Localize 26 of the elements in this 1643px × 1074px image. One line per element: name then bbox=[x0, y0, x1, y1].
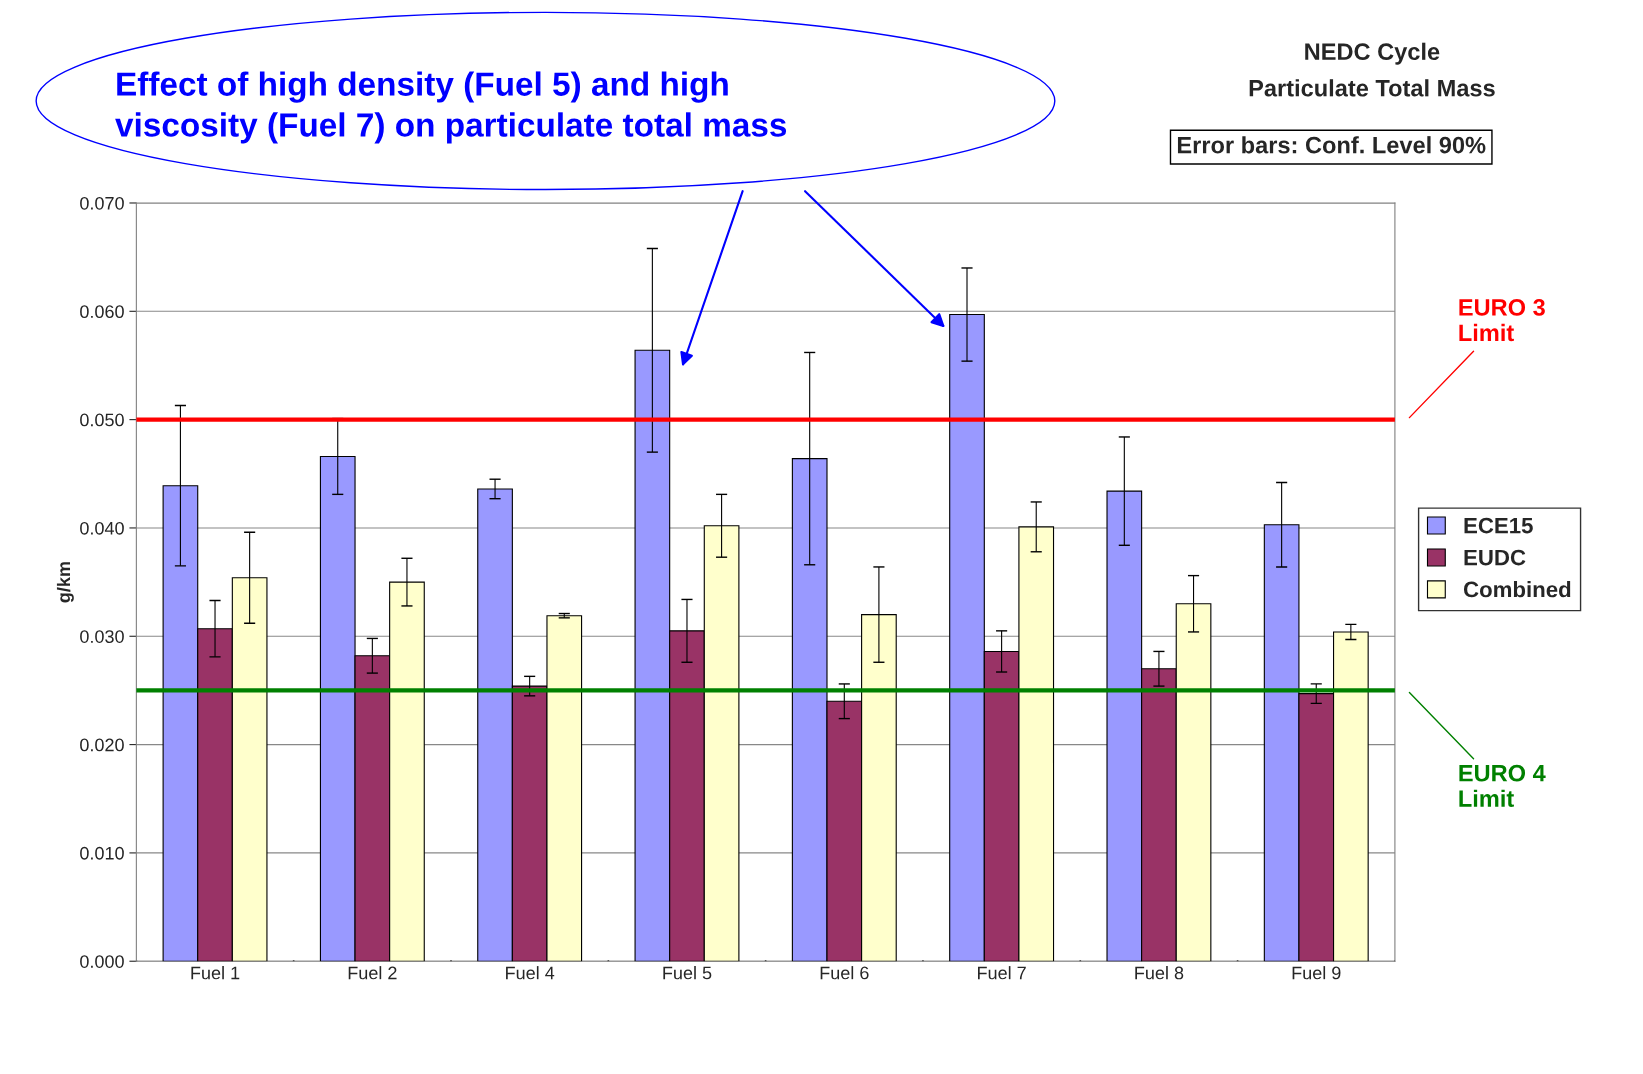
y-tick-label: 0.000 bbox=[80, 955, 124, 968]
x-tick-label: Fuel 8 bbox=[1135, 966, 1184, 980]
legend-label: Combined bbox=[1463, 581, 1571, 598]
legend-label: ECE15 bbox=[1464, 517, 1533, 534]
x-tick-label: Fuel 2 bbox=[348, 966, 397, 980]
y-tick-label: 0.050 bbox=[80, 413, 124, 427]
x-tick-label: Fuel 4 bbox=[506, 966, 555, 980]
chart-subtitle: Particulate Total Mass bbox=[1249, 79, 1495, 97]
text: Error bars: Conf. Level 90% bbox=[1177, 136, 1486, 154]
x-tick-label: Fuel 5 bbox=[663, 966, 712, 980]
x-tick-label: Fuel 9 bbox=[1292, 966, 1341, 980]
y-axis-title: g/km bbox=[56, 562, 74, 603]
x-tick-label: Fuel 7 bbox=[978, 966, 1026, 980]
y-tick-label: 0.060 bbox=[80, 305, 124, 319]
y-tick-label: 0.010 bbox=[80, 846, 124, 860]
ref-line-label: EURO 3 Limit bbox=[1459, 299, 1545, 342]
x-tick-label: Fuel 1 bbox=[191, 966, 240, 980]
y-tick-label: 0.070 bbox=[80, 196, 124, 210]
text: Effect of high density (Fuel 5) and high viscosity (Fuel 7) on particulate total mass bbox=[115, 71, 787, 144]
chart-title: NEDC Cycle bbox=[1305, 42, 1440, 65]
y-tick-label: 0.040 bbox=[80, 521, 124, 535]
y-tick-label: 0.030 bbox=[80, 630, 124, 643]
legend-label: EUDC bbox=[1464, 549, 1526, 566]
x-tick-label: Fuel 6 bbox=[820, 966, 869, 980]
y-tick-label: 0.020 bbox=[80, 738, 124, 752]
ref-line-label: EURO 4 Limit bbox=[1459, 764, 1546, 807]
